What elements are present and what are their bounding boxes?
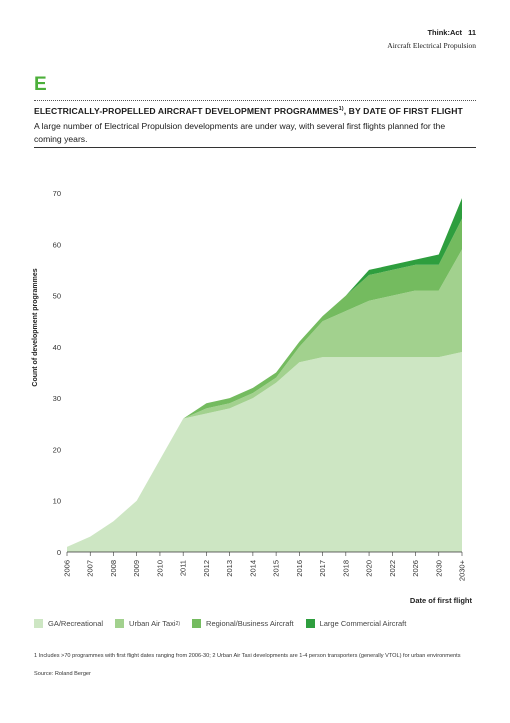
y-tick-label: 30: [53, 394, 61, 403]
x-tick-label: 2017: [318, 560, 327, 577]
area-regional-business-aircraft: [67, 218, 462, 547]
x-tick-label: 2008: [109, 560, 118, 577]
chart-legend: GA/Recreational Urban Air Taxi 2) Regiona…: [34, 619, 418, 628]
x-tick-label: 2014: [248, 560, 257, 577]
source-note: Source: Roland Berger: [34, 671, 91, 677]
x-tick-label: 2018: [341, 560, 350, 577]
x-tick-label: 2016: [295, 560, 304, 577]
x-tick-label: 2022: [388, 560, 397, 577]
legend-label-regional: Regional/Business Aircraft: [206, 619, 294, 628]
legend-item-uat: Urban Air Taxi 2): [115, 619, 180, 628]
x-tick-label: 2020: [365, 560, 374, 577]
chart-subtitle: A large number of Electrical Propulsion …: [34, 121, 446, 144]
y-tick-label: 20: [53, 445, 61, 454]
brand-name: Think:Act: [427, 28, 463, 37]
legend-label-uat: Urban Air Taxi: [129, 619, 176, 628]
y-tick-label: 0: [57, 548, 61, 557]
legend-swatch-ga: [34, 619, 43, 628]
y-tick-label: 40: [53, 343, 61, 352]
dotted-divider: [34, 100, 476, 101]
x-axis-label: Date of first flight: [410, 596, 473, 605]
x-tick-label: 2010: [155, 560, 164, 577]
x-tick-label: 2026: [411, 560, 420, 577]
chart-title-suffix: , BY DATE OF FIRST FLIGHT: [343, 106, 463, 116]
legend-item-regional: Regional/Business Aircraft: [192, 619, 294, 628]
page-number: 11: [468, 28, 476, 37]
chart-title-text: ELECTRICALLY-PROPELLED AIRCRAFT DEVELOPM…: [34, 106, 339, 116]
x-tick-label: 2007: [86, 560, 95, 577]
legend-item-large: Large Commercial Aircraft: [305, 619, 407, 628]
x-tick-label: 2015: [272, 560, 281, 577]
y-axis-label: Count of development programmes: [32, 268, 39, 386]
x-tick-label: 2013: [225, 560, 234, 577]
y-tick-label: 10: [53, 497, 61, 506]
legend-item-ga: GA/Recreational: [34, 619, 103, 628]
x-tick-label: 2009: [132, 560, 141, 577]
footnote: 1 Includes >70 programmes with first fli…: [34, 653, 461, 659]
y-tick-label: 60: [53, 240, 61, 249]
legend-label-large: Large Commercial Aircraft: [319, 619, 407, 628]
x-tick-label: 2011: [179, 560, 188, 576]
legend-swatch-large: [305, 619, 315, 628]
x-tick-label: 2006: [63, 560, 72, 577]
area-urban-air-taxi: [67, 249, 462, 547]
area-ga-recreational: [67, 351, 462, 552]
legend-label-ga: GA/Recreational: [48, 619, 104, 628]
y-tick-label: 50: [53, 292, 61, 301]
x-tick-label: 2030+: [458, 559, 467, 581]
header-subtitle: Aircraft Electrical Propulsion: [387, 41, 476, 50]
y-tick-label: 70: [53, 189, 61, 198]
x-tick-label: 2012: [202, 560, 211, 577]
section-letter: E: [34, 74, 47, 95]
header-brand: Think:Act 11: [427, 28, 476, 37]
chart-title: ELECTRICALLY-PROPELLED AIRCRAFT DEVELOPM…: [34, 106, 480, 116]
legend-swatch-uat: [115, 619, 125, 628]
title-divider: [34, 147, 476, 148]
chart-title-footnote-mark: 1): [338, 106, 344, 113]
x-tick-label: 2030: [434, 560, 443, 577]
legend-label-uat-footnote: 2): [175, 620, 181, 627]
legend-swatch-regional: [192, 619, 202, 628]
